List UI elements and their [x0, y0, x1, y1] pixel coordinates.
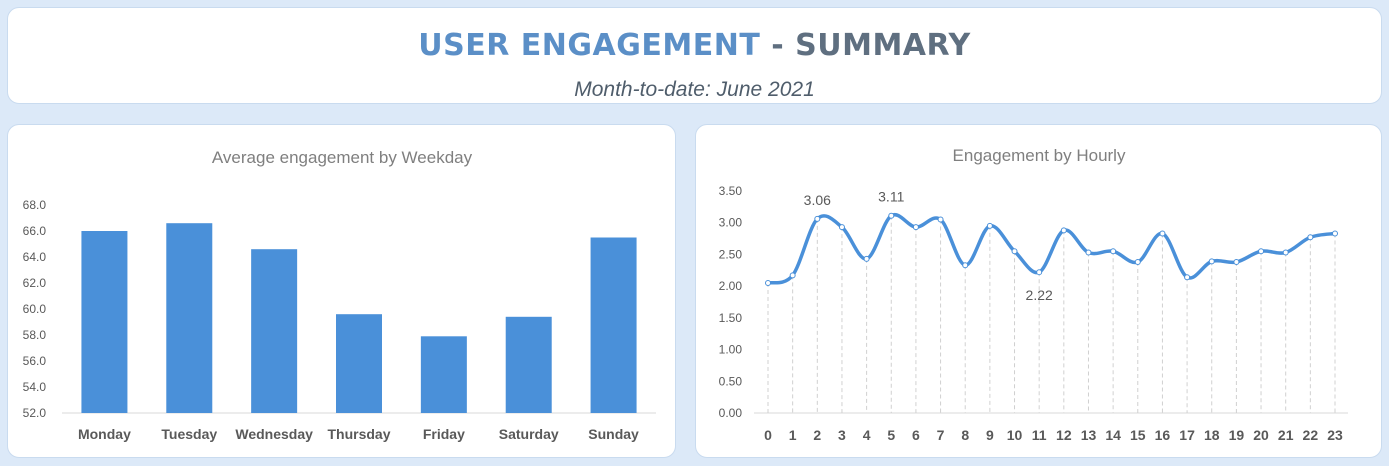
hourly-point: [1110, 248, 1117, 255]
weekday-bar: [251, 249, 298, 413]
hourly-point: [1134, 259, 1141, 266]
hourly-ytick-label: 2.00: [719, 279, 743, 293]
hourly-x-label: 19: [1229, 427, 1245, 443]
hourly-point: [765, 279, 771, 286]
weekday-ytick-label: 64.0: [23, 250, 47, 264]
hourly-chart-card: Engagement by Hourly 3.50 3.00 2.50 2.00 1.5…: [695, 124, 1382, 458]
weekday-chart-card: Average engagement by Weekday 68.0 66.0 64…: [7, 124, 676, 458]
weekday-chart-title: Average engagement by Weekday: [212, 148, 473, 167]
hourly-x-label: 16: [1155, 427, 1171, 443]
weekday-ytick-label: 56.0: [23, 354, 47, 368]
weekday-bar: [336, 314, 382, 413]
page-title: USER ENGAGEMENT - SUMMARY: [8, 28, 1381, 63]
hourly-point: [937, 216, 944, 223]
hourly-point: [1036, 269, 1043, 276]
hourly-chart-title: Engagement by Hourly: [953, 146, 1126, 165]
hourly-x-label: 6: [912, 427, 920, 443]
title-rest: - SUMMARY: [760, 28, 971, 63]
hourly-x-label: 22: [1303, 427, 1319, 443]
page-subtitle: Month-to-date: June 2021: [574, 78, 815, 101]
hourly-point: [1011, 248, 1018, 255]
weekday-bar: [420, 336, 467, 413]
hourly-point: [814, 215, 821, 222]
hourly-ytick-label: 2.50: [719, 247, 743, 261]
hourly-x-label: 13: [1081, 427, 1097, 443]
hourly-data-label: 3.11: [878, 189, 904, 205]
weekday-ytick-label: 54.0: [23, 380, 47, 394]
hourly-x-label: 3: [838, 427, 846, 443]
hourly-point: [888, 212, 895, 219]
hourly-point: [838, 224, 845, 231]
hourly-x-label: 0: [764, 427, 772, 443]
title-main: USER ENGAGEMENT: [418, 28, 761, 63]
weekday-ytick-label: 66.0: [23, 224, 47, 238]
weekday-category-label: Monday: [78, 426, 131, 442]
hourly-x-label: 17: [1179, 427, 1195, 443]
hourly-x-label: 21: [1278, 427, 1294, 443]
weekday-ytick-label: 62.0: [23, 276, 47, 290]
hourly-point: [1233, 259, 1240, 266]
hourly-ytick-label: 3.50: [719, 184, 743, 198]
hourly-data-label: 3.06: [804, 192, 831, 208]
hourly-point: [912, 224, 919, 231]
hourly-ytick-label: 1.00: [719, 343, 743, 357]
weekday-category-label: Thursday: [327, 426, 390, 442]
weekday-category-label: Wednesday: [235, 426, 313, 442]
hourly-point: [863, 255, 870, 262]
hourly-point: [1332, 230, 1338, 237]
weekday-ytick-label: 60.0: [23, 302, 47, 316]
hourly-point: [1184, 274, 1191, 281]
hourly-point: [789, 272, 796, 279]
hourly-point: [1159, 230, 1166, 237]
hourly-x-label: 15: [1130, 427, 1146, 443]
hourly-point: [1060, 227, 1067, 234]
hourly-ytick-label: 1.50: [719, 311, 743, 325]
hourly-x-label: 20: [1253, 427, 1269, 443]
hourly-x-label: 7: [937, 427, 945, 443]
weekday-category-label: Sunday: [588, 426, 639, 442]
hourly-x-label: 11: [1032, 427, 1047, 443]
hourly-point: [962, 262, 969, 269]
hourly-x-label: 5: [887, 427, 895, 443]
hourly-series-line: [766, 212, 1337, 285]
hourly-x-label: 9: [986, 427, 994, 443]
weekday-bar-chart: Average engagement by Weekday 68.0 66.0 64…: [23, 148, 656, 442]
hourly-x-label: 8: [961, 427, 969, 443]
hourly-x-label: 12: [1056, 427, 1072, 443]
hourly-ytick-label: 0.50: [719, 374, 743, 388]
hourly-point: [1307, 234, 1314, 241]
hourly-point: [1208, 258, 1215, 265]
hourly-point: [1085, 249, 1092, 256]
header-card: USER ENGAGEMENT - SUMMARY Month-to-date:…: [7, 7, 1382, 104]
weekday-bar: [166, 223, 213, 413]
hourly-ytick-label: 3.00: [719, 216, 743, 230]
hourly-point: [1282, 249, 1289, 256]
hourly-x-label: 18: [1204, 427, 1220, 443]
weekday-category-label: Tuesday: [161, 426, 217, 442]
hourly-x-label: 23: [1327, 427, 1343, 443]
hourly-x-label: 1: [789, 427, 797, 443]
hourly-point: [986, 222, 993, 229]
weekday-ytick-label: 52.0: [23, 406, 47, 420]
hourly-x-label: 14: [1105, 427, 1121, 443]
hourly-x-label: 4: [863, 427, 871, 443]
hourly-line-chart: Engagement by Hourly 3.50 3.00 2.50 2.00 1.5…: [719, 146, 1348, 443]
weekday-ytick-label: 58.0: [23, 328, 47, 342]
weekday-bar: [590, 237, 637, 413]
weekday-ytick-label: 68.0: [23, 198, 47, 212]
hourly-x-label: 2: [813, 427, 821, 443]
weekday-bar: [505, 316, 552, 413]
weekday-category-label: Friday: [423, 426, 465, 442]
weekday-category-label: Saturday: [499, 426, 559, 442]
hourly-ytick-label: 0.00: [719, 406, 743, 420]
hourly-data-label: 2.22: [1026, 287, 1053, 303]
weekday-bar: [81, 231, 128, 413]
hourly-point: [1258, 248, 1265, 255]
hourly-x-label: 10: [1007, 427, 1023, 443]
